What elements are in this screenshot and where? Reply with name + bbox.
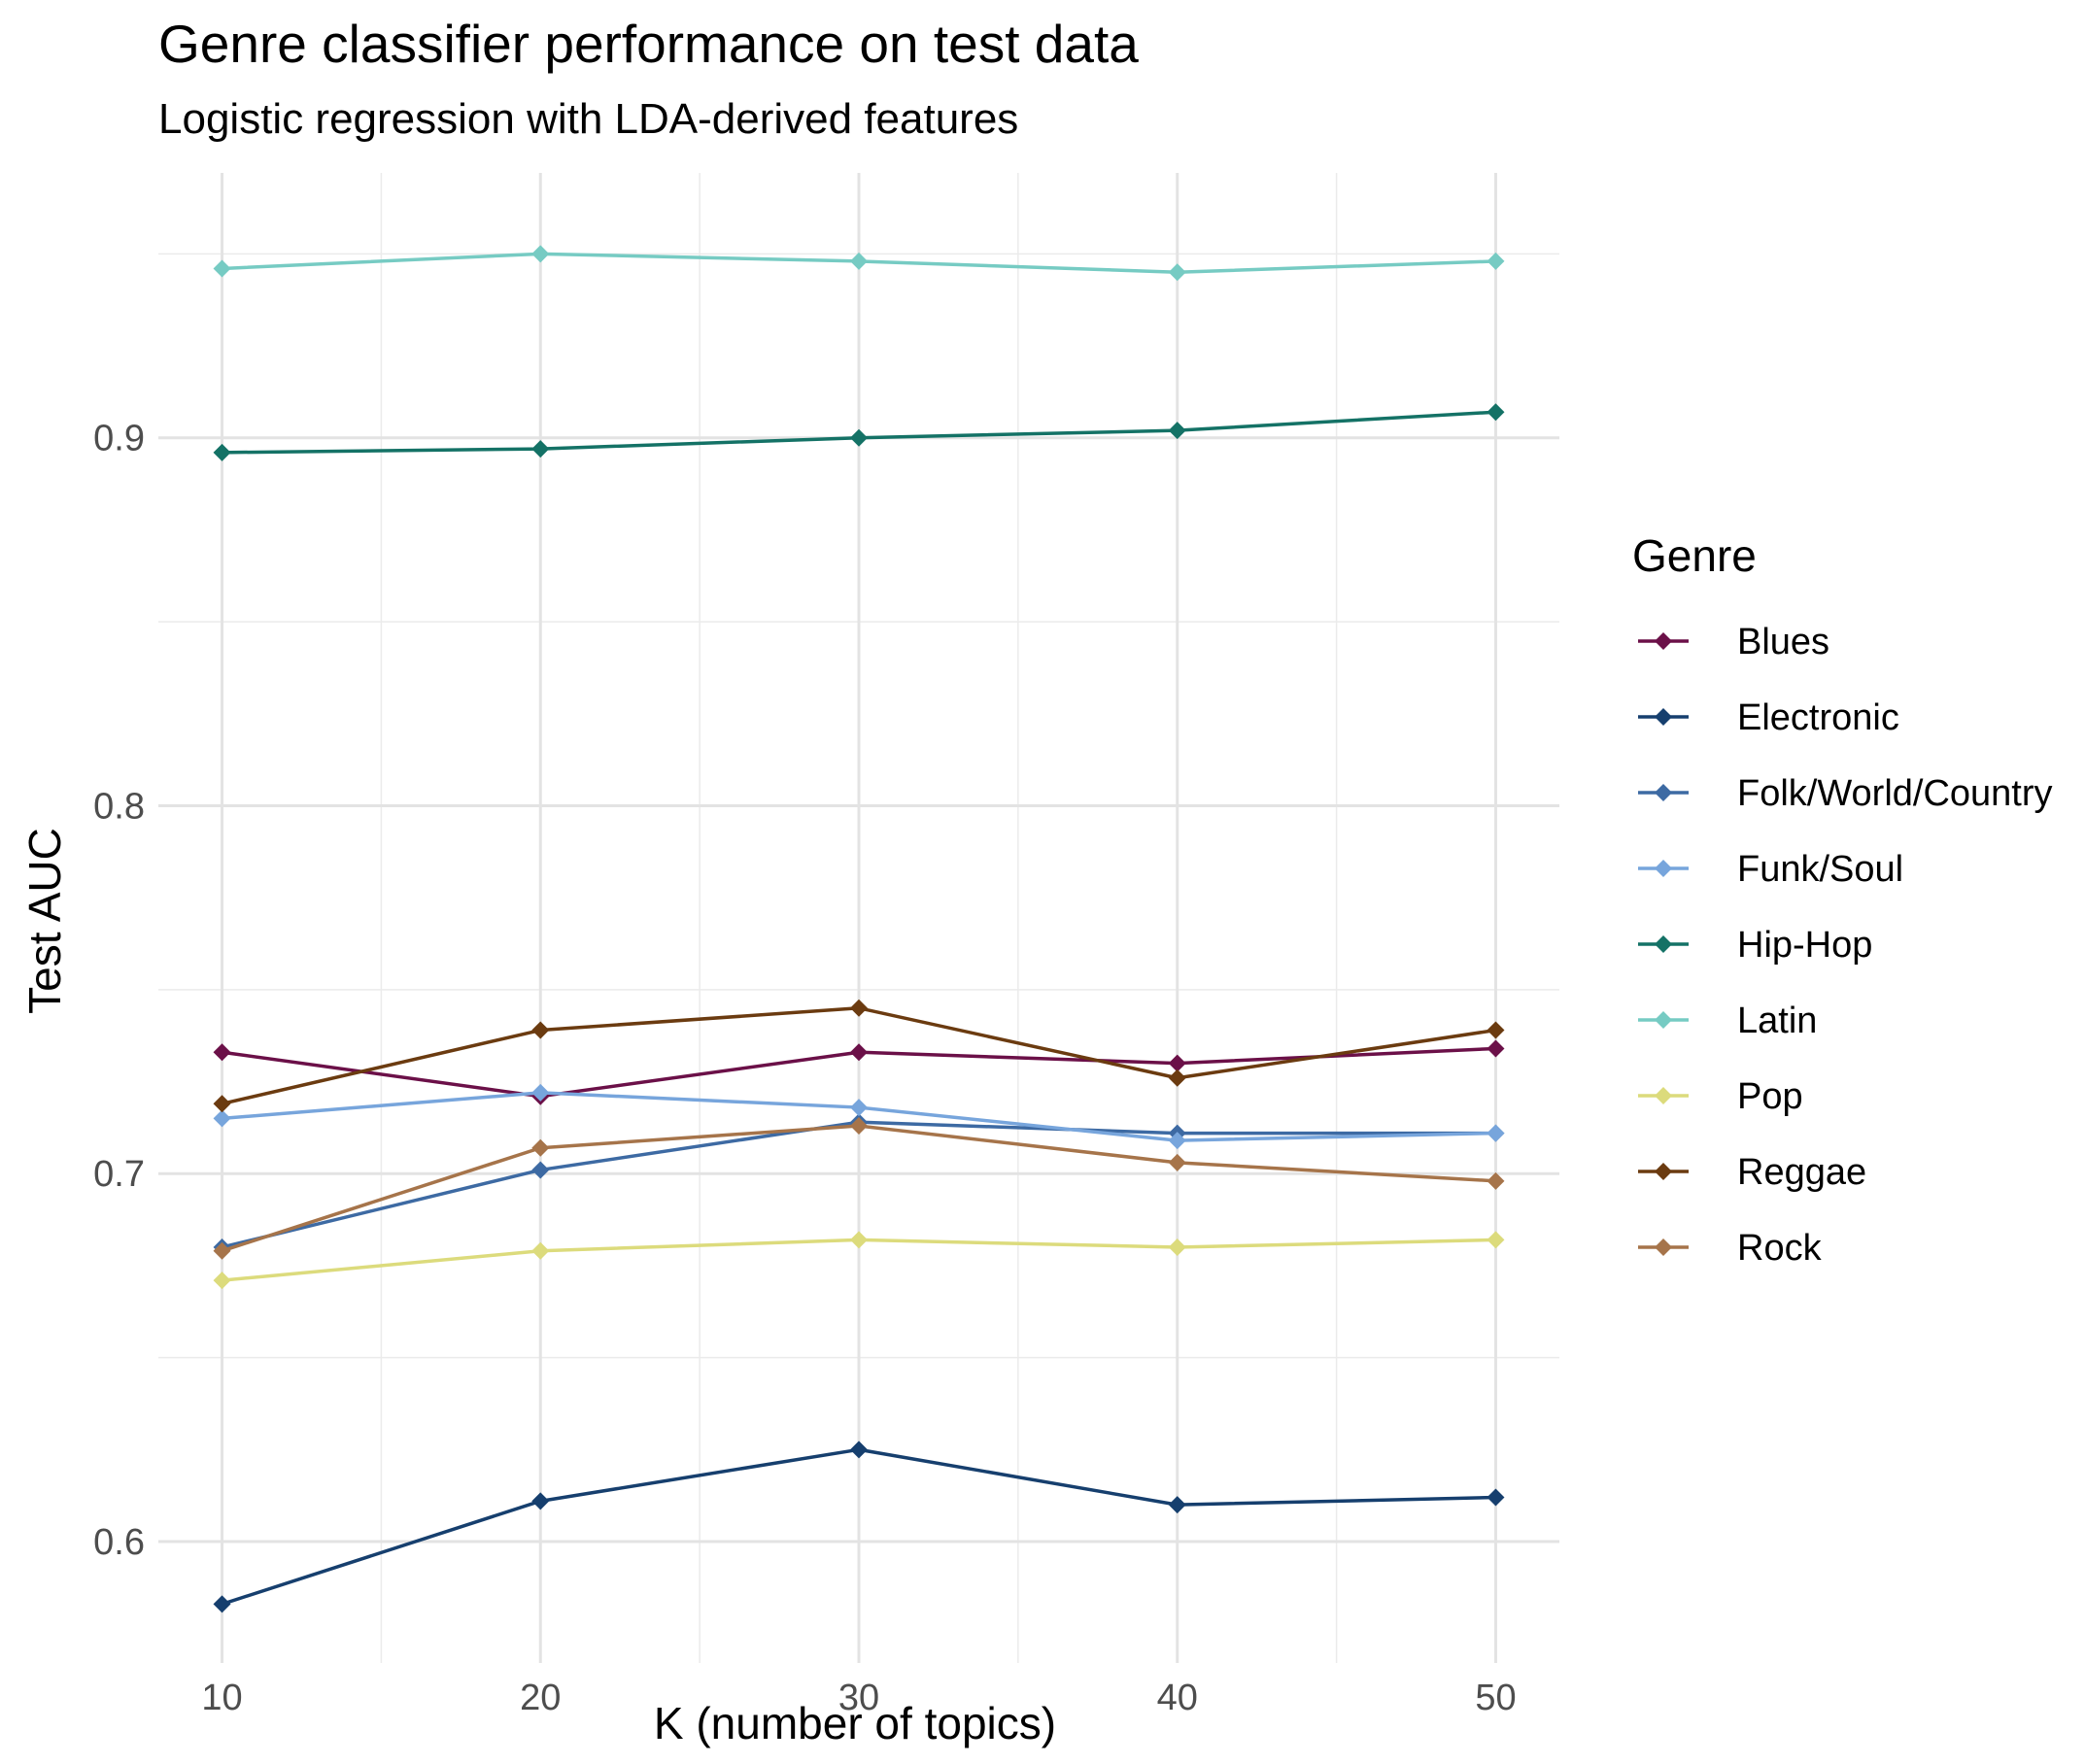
y-tick-label: 0.7 (93, 1154, 145, 1195)
x-tick-label: 40 (1157, 1678, 1198, 1718)
data-point (850, 1231, 868, 1249)
data-point (850, 1099, 868, 1117)
x-tick-label: 50 (1475, 1678, 1516, 1718)
legend-label: Folk/World/Country (1737, 773, 2053, 814)
series-funk-soul (213, 1083, 1505, 1150)
legend-label: Pop (1737, 1076, 1803, 1117)
data-point (531, 1161, 550, 1179)
legend-label: Rock (1737, 1228, 1823, 1269)
legend-key-marker (1655, 935, 1672, 953)
x-axis-ticks: 10 20 30 40 50 (201, 1678, 1516, 1718)
legend-item: Rock (1638, 1228, 1823, 1269)
data-point (850, 252, 868, 270)
y-tick-label: 0.6 (93, 1522, 145, 1563)
data-point (1487, 1039, 1505, 1058)
data-point (213, 1043, 231, 1062)
legend-item: Pop (1638, 1076, 1803, 1117)
data-point (531, 440, 550, 458)
legend: Genre Blues Electronic Folk/World/Country F… (1632, 530, 2053, 1269)
y-tick-label: 0.9 (93, 419, 145, 459)
data-point (531, 1083, 550, 1102)
legend-item: Folk/World/Country (1638, 773, 2053, 814)
legend-item: Reggae (1638, 1152, 1866, 1193)
data-point (531, 1241, 550, 1260)
x-tick-label: 20 (520, 1678, 561, 1718)
data-point (1487, 1124, 1505, 1142)
data-point (1487, 1488, 1505, 1507)
data-point (531, 1138, 550, 1157)
data-point (213, 443, 231, 461)
legend-key-marker (1655, 1087, 1672, 1104)
series-blues (213, 1039, 1505, 1105)
data-point (213, 1095, 231, 1113)
legend-title: Genre (1632, 530, 1757, 581)
legend-item: Latin (1638, 1001, 1817, 1041)
legend-item: Electronic (1638, 697, 1899, 738)
legend-key-marker (1655, 708, 1672, 726)
data-point (531, 1021, 550, 1039)
series-lines (213, 245, 1505, 1613)
data-point (1168, 1054, 1186, 1072)
data-point (1487, 403, 1505, 422)
data-point (1168, 1153, 1186, 1171)
data-point (850, 999, 868, 1017)
data-point (1168, 1069, 1186, 1087)
legend-label: Blues (1737, 622, 1829, 662)
data-point (213, 1595, 231, 1613)
data-point (1168, 263, 1186, 282)
legend-item: Blues (1638, 622, 1829, 662)
legend-item: Hip-Hop (1638, 925, 1872, 966)
legend-key-marker (1655, 1238, 1672, 1256)
legend-key-marker (1655, 1011, 1672, 1029)
legend-key-marker (1655, 784, 1672, 801)
series-latin (213, 245, 1505, 282)
data-point (850, 1117, 868, 1136)
data-point (1168, 1496, 1186, 1514)
data-point (1168, 1132, 1186, 1150)
data-point (531, 1492, 550, 1510)
legend-key-marker (1655, 632, 1672, 650)
series-electronic (213, 1441, 1505, 1613)
data-point (1168, 422, 1186, 440)
data-point (213, 1272, 231, 1290)
legend-item: Funk/Soul (1638, 849, 1903, 890)
data-point (1168, 1238, 1186, 1256)
data-point (531, 245, 550, 263)
series-hip-hop (213, 403, 1505, 461)
series-pop (213, 1231, 1505, 1290)
data-point (213, 259, 231, 278)
legend-label: Reggae (1737, 1152, 1866, 1193)
data-point (213, 1109, 231, 1128)
plot-area: 0.6 0.7 0.8 0.9 10 20 30 40 50 (93, 173, 1559, 1718)
legend-label: Electronic (1737, 697, 1899, 738)
legend-label: Hip-Hop (1737, 925, 1872, 966)
x-tick-label: 10 (201, 1678, 242, 1718)
data-point (213, 1241, 231, 1260)
data-point (850, 1441, 868, 1459)
data-point (850, 428, 868, 447)
series-reggae (213, 999, 1505, 1113)
y-tick-label: 0.8 (93, 786, 145, 827)
data-point (850, 1043, 868, 1062)
x-tick-label: 30 (838, 1678, 879, 1718)
legend-key-marker (1655, 860, 1672, 877)
x-axis-title: K (number of topics) (654, 1698, 1056, 1748)
legend-key-marker (1655, 1163, 1672, 1180)
data-point (1487, 252, 1505, 270)
data-point (1487, 1231, 1505, 1249)
data-point (1487, 1171, 1505, 1190)
y-axis-title: Test AUC (19, 828, 70, 1014)
y-axis-ticks: 0.6 0.7 0.8 0.9 (93, 419, 145, 1563)
chart-subtitle: Logistic regression with LDA-derived fea… (158, 95, 1018, 143)
legend-label: Funk/Soul (1737, 849, 1903, 890)
data-point (1487, 1021, 1505, 1039)
legend-label: Latin (1737, 1001, 1817, 1041)
grid (158, 173, 1559, 1663)
chart-title: Genre classifier performance on test dat… (158, 14, 1139, 74)
series-rock (213, 1117, 1505, 1260)
